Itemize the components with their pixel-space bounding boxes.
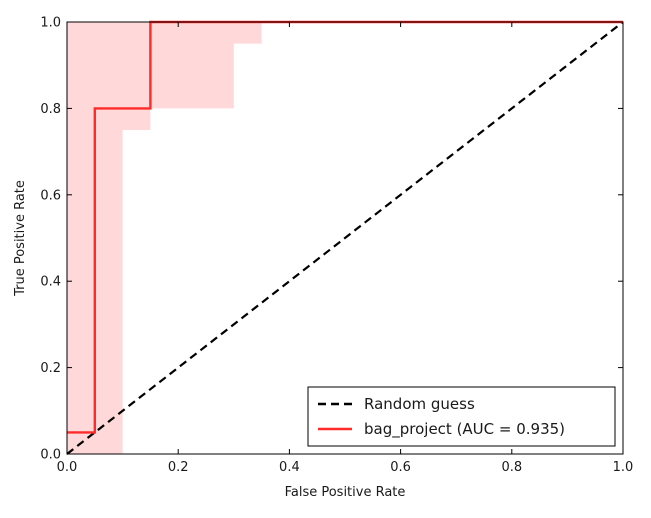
y-tick-label: 0.0 [40,448,61,463]
x-tick-label: 0.8 [501,460,522,475]
y-tick-label: 0.2 [40,361,61,376]
y-tick-label: 0.6 [40,188,61,203]
y-axis-label: True Positive Rate [13,180,28,297]
x-axis-label: False Positive Rate [285,485,406,500]
y-tick-label: 0.4 [40,275,61,290]
y-tick-label: 1.0 [40,16,61,31]
legend-label-random-guess: Random guess [364,395,475,413]
legend-box [307,386,616,447]
x-tick-label: 0.6 [390,460,411,475]
series-line-bag-project [67,20,623,434]
x-tick-label: 1.0 [613,460,634,475]
x-tick-label: 0.4 [279,460,300,475]
series-line-random-guess [66,21,624,455]
x-tick-label: 0.0 [57,460,78,475]
ticks-layer: 0.0 0.2 0.4 0.6 0.8 1.0 0.0 0.2 0.4 0.6 0.8 1.0 [40,16,633,476]
y-tick-label: 0.8 [40,102,61,117]
plot-frame [66,21,624,455]
x-tick-label: 0.2 [168,460,189,475]
legend: Random guess bag_project (AUC = 0.935) [307,386,616,447]
legend-label-bag-project: bag_project (AUC = 0.935) [364,420,565,439]
